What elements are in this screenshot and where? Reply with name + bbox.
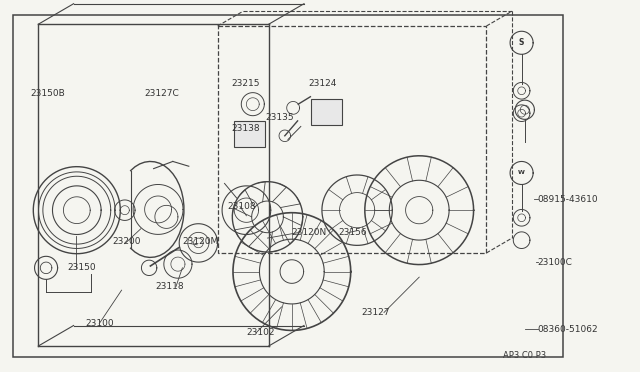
Text: 23200: 23200 (112, 237, 141, 246)
Text: 08360-51062: 08360-51062 (538, 325, 598, 334)
Text: 23118: 23118 (156, 282, 184, 291)
Text: 23102: 23102 (246, 328, 275, 337)
Text: S: S (519, 38, 524, 47)
Text: 23135: 23135 (266, 113, 294, 122)
Text: 23156: 23156 (338, 228, 367, 237)
Text: AP3 C0 P3: AP3 C0 P3 (503, 351, 547, 360)
Text: 23127: 23127 (362, 308, 390, 317)
Text: 23108: 23108 (227, 202, 256, 211)
Bar (218, 26, 486, 253)
Bar (311, 99, 342, 125)
Text: 23120N: 23120N (291, 228, 326, 237)
Text: 23138: 23138 (232, 124, 260, 133)
Bar (234, 121, 265, 147)
Text: 08915-43610: 08915-43610 (538, 195, 598, 203)
Bar (13, 15, 563, 357)
Text: 23150B: 23150B (31, 89, 65, 97)
Text: W: W (518, 170, 525, 176)
Text: 23124: 23124 (308, 79, 337, 88)
Text: 23127C: 23127C (144, 89, 179, 97)
Text: 23100C: 23100C (538, 258, 572, 267)
Text: 23120M: 23120M (182, 237, 219, 246)
Text: 23150: 23150 (67, 263, 96, 272)
Text: 23100: 23100 (85, 319, 113, 328)
Text: 23215: 23215 (232, 79, 260, 88)
